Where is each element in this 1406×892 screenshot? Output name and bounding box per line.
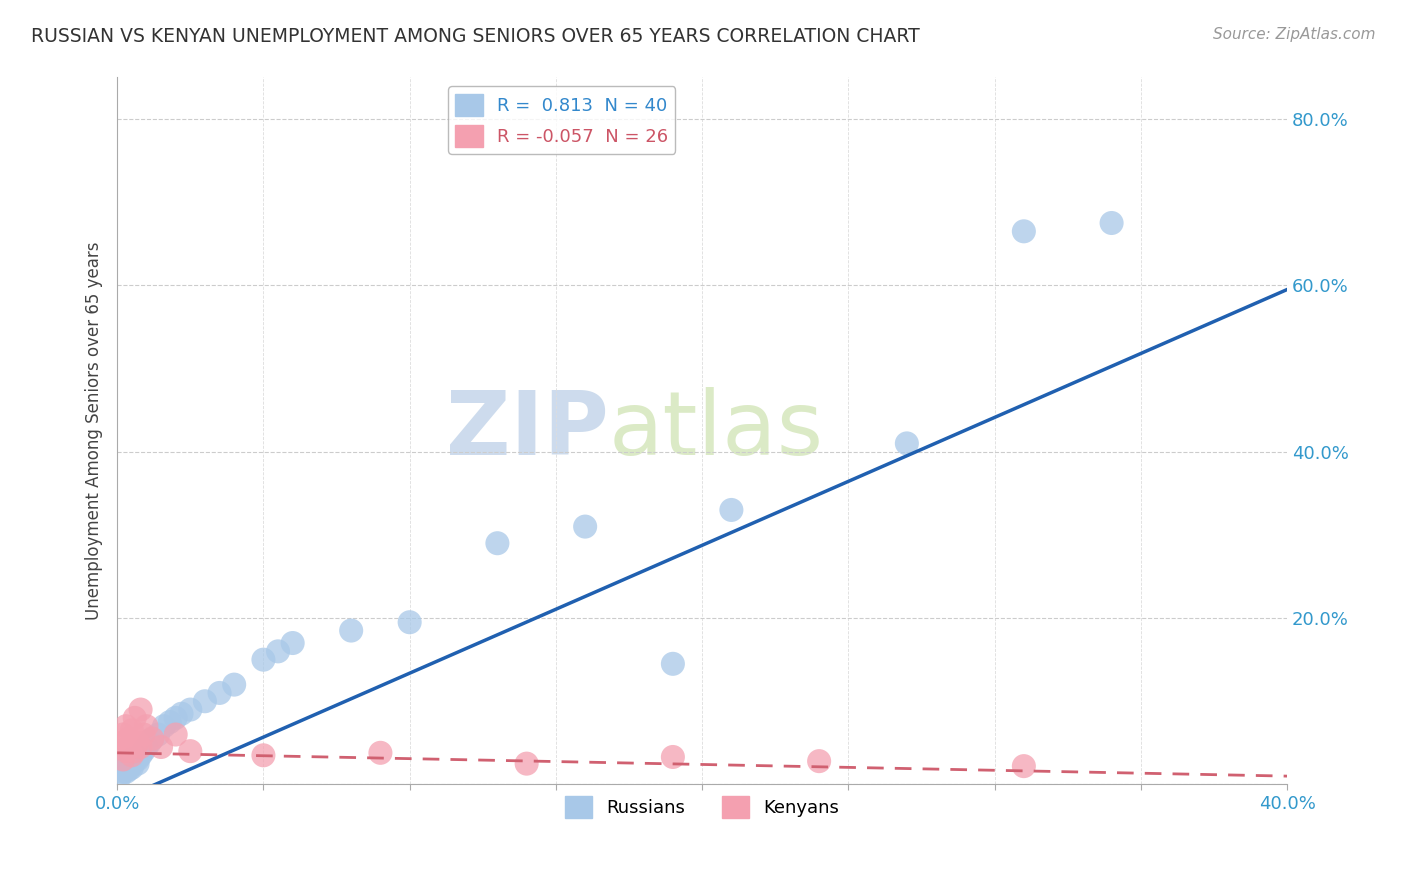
Point xyxy=(170,706,193,721)
Point xyxy=(127,736,149,750)
Point xyxy=(486,536,509,550)
Point xyxy=(165,711,187,725)
Point xyxy=(896,436,918,450)
Point xyxy=(118,731,141,746)
Point xyxy=(115,764,138,779)
Point xyxy=(108,769,131,783)
Text: atlas: atlas xyxy=(609,387,824,475)
Point xyxy=(108,736,131,750)
Point xyxy=(132,727,155,741)
Point xyxy=(340,624,363,638)
Point xyxy=(808,754,831,768)
Point xyxy=(112,752,135,766)
Point xyxy=(121,723,143,738)
Point xyxy=(135,739,157,754)
Point xyxy=(662,750,685,764)
Point xyxy=(112,727,135,741)
Point xyxy=(112,761,135,775)
Point xyxy=(252,748,274,763)
Point xyxy=(281,636,304,650)
Point xyxy=(179,702,201,716)
Point xyxy=(115,719,138,733)
Point xyxy=(115,744,138,758)
Point xyxy=(121,761,143,775)
Point xyxy=(112,764,135,779)
Point xyxy=(141,731,163,746)
Legend: Russians, Kenyans: Russians, Kenyans xyxy=(558,789,846,825)
Text: ZIP: ZIP xyxy=(446,387,609,475)
Point xyxy=(124,754,146,768)
Point xyxy=(720,503,742,517)
Point xyxy=(179,744,201,758)
Point xyxy=(129,739,152,754)
Point xyxy=(129,702,152,716)
Point xyxy=(135,719,157,733)
Point xyxy=(132,744,155,758)
Point xyxy=(124,744,146,758)
Point xyxy=(121,756,143,771)
Point xyxy=(370,746,392,760)
Text: RUSSIAN VS KENYAN UNEMPLOYMENT AMONG SENIORS OVER 65 YEARS CORRELATION CHART: RUSSIAN VS KENYAN UNEMPLOYMENT AMONG SEN… xyxy=(31,27,920,45)
Point xyxy=(574,519,596,533)
Point xyxy=(146,727,169,741)
Point xyxy=(118,763,141,777)
Point xyxy=(129,748,152,763)
Point xyxy=(138,736,160,750)
Point xyxy=(118,739,141,754)
Point xyxy=(252,653,274,667)
Point xyxy=(165,727,187,741)
Point xyxy=(124,711,146,725)
Point xyxy=(118,759,141,773)
Point xyxy=(398,615,420,630)
Point xyxy=(1012,759,1035,773)
Point xyxy=(115,756,138,771)
Point xyxy=(516,756,538,771)
Point xyxy=(1101,216,1123,230)
Point xyxy=(115,761,138,775)
Point xyxy=(267,644,290,658)
Point xyxy=(224,678,246,692)
Point xyxy=(1012,224,1035,238)
Point xyxy=(194,694,217,708)
Point xyxy=(127,752,149,766)
Point xyxy=(662,657,685,671)
Point xyxy=(150,739,173,754)
Point xyxy=(127,756,149,771)
Point xyxy=(153,719,176,733)
Point xyxy=(208,686,231,700)
Y-axis label: Unemployment Among Seniors over 65 years: Unemployment Among Seniors over 65 years xyxy=(86,242,103,620)
Point xyxy=(141,731,163,746)
Point xyxy=(121,748,143,763)
Text: Source: ZipAtlas.com: Source: ZipAtlas.com xyxy=(1212,27,1375,42)
Point xyxy=(159,714,181,729)
Point xyxy=(121,752,143,766)
